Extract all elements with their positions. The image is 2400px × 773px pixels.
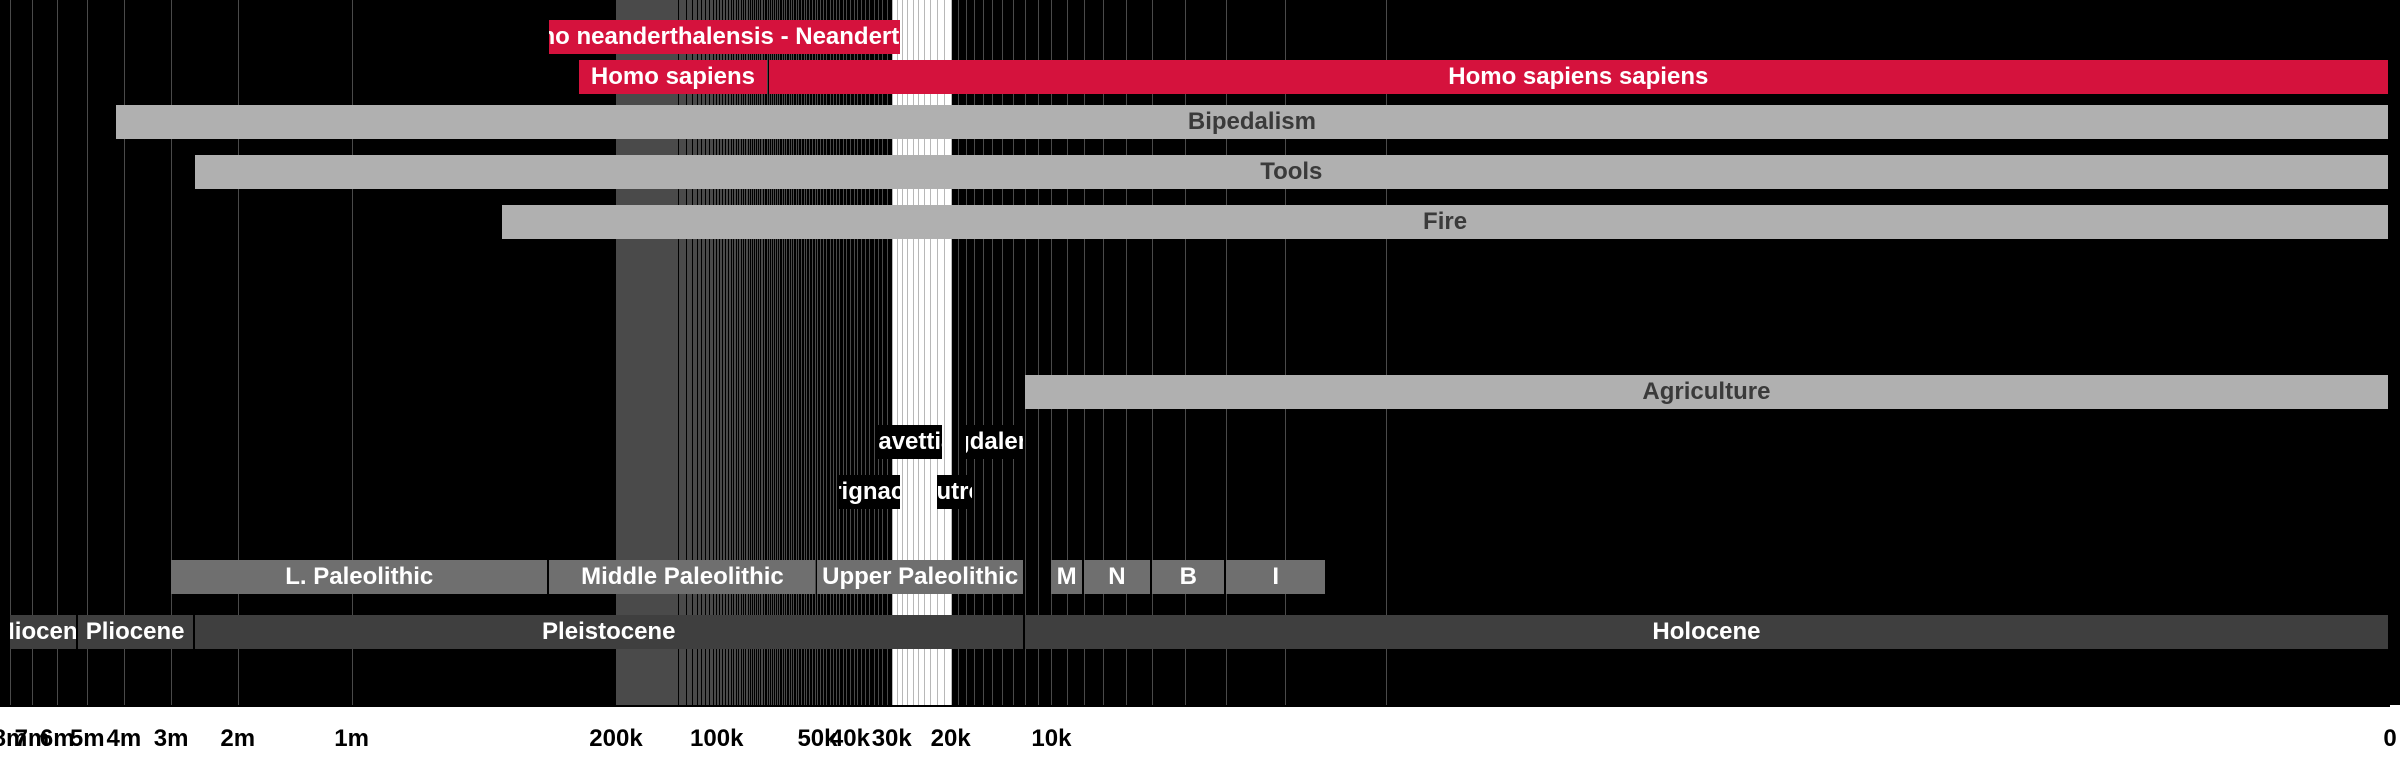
- bar-aurignacian: Aurignacian: [839, 475, 899, 509]
- tick-10k: 10k: [1031, 725, 1071, 753]
- bar-middle-paleolithic: Middle Paleolithic: [549, 560, 815, 594]
- bar-bronze: B: [1152, 560, 1224, 594]
- tick-40k: 40k: [830, 725, 870, 753]
- bar-upper-paleolithic: Upper Paleolithic: [817, 560, 1022, 594]
- grid-line: [32, 0, 33, 705]
- bar-mesolithic: M: [1051, 560, 1081, 594]
- tick-4m: 4m: [107, 725, 142, 753]
- bar-gravettian: Gravettian: [878, 425, 942, 459]
- grid-line: [10, 0, 11, 705]
- bar-agriculture: Agriculture: [1025, 375, 2388, 409]
- bar-iron: I: [1226, 560, 1325, 594]
- bar-l-paleolithic: L. Paleolithic: [171, 560, 547, 594]
- bar-bipedalism: Bipedalism: [116, 105, 2388, 139]
- bar-pleistocene: Pleistocene: [195, 615, 1023, 649]
- bar-neanderthals: Homo neanderthalensis - Neanderthals: [549, 20, 899, 54]
- bar-miocene: Miocene: [10, 615, 76, 649]
- bar-magdalenian: Magdalenian: [966, 425, 1023, 459]
- bar-homo-sapiens: Homo sapiens: [579, 60, 766, 94]
- tick-200k: 200k: [589, 725, 642, 753]
- tick-2m: 2m: [220, 725, 255, 753]
- bar-solutrean: Solutrean: [937, 475, 972, 509]
- plot-area: Homo neanderthalensis - Neanderthals Homo…: [0, 0, 2400, 705]
- axis-line: [0, 705, 2390, 707]
- tick-3m: 3m: [154, 725, 189, 753]
- tick-0: 0: [2383, 725, 2396, 753]
- tick-100k: 100k: [690, 725, 743, 753]
- tick-30k: 30k: [872, 725, 912, 753]
- bar-holocene: Holocene: [1025, 615, 2388, 649]
- bar-pliocene: Pliocene: [78, 615, 193, 649]
- grid-line: [57, 0, 58, 705]
- tick-1m: 1m: [334, 725, 369, 753]
- grid-line: [87, 0, 88, 705]
- tick-5m: 5m: [70, 725, 105, 753]
- x-axis: 8m7m6m5m4m3m2m1m200k100k50k40k30k20k10k0: [0, 705, 2400, 773]
- bar-neolithic: N: [1084, 560, 1150, 594]
- bar-fire: Fire: [502, 205, 2388, 239]
- human-evolution-timeline: Homo neanderthalensis - Neanderthals Homo…: [0, 0, 2400, 773]
- bar-tools: Tools: [195, 155, 2388, 189]
- bar-homo-sapiens-sapiens: Homo sapiens sapiens: [769, 60, 2388, 94]
- tick-20k: 20k: [931, 725, 971, 753]
